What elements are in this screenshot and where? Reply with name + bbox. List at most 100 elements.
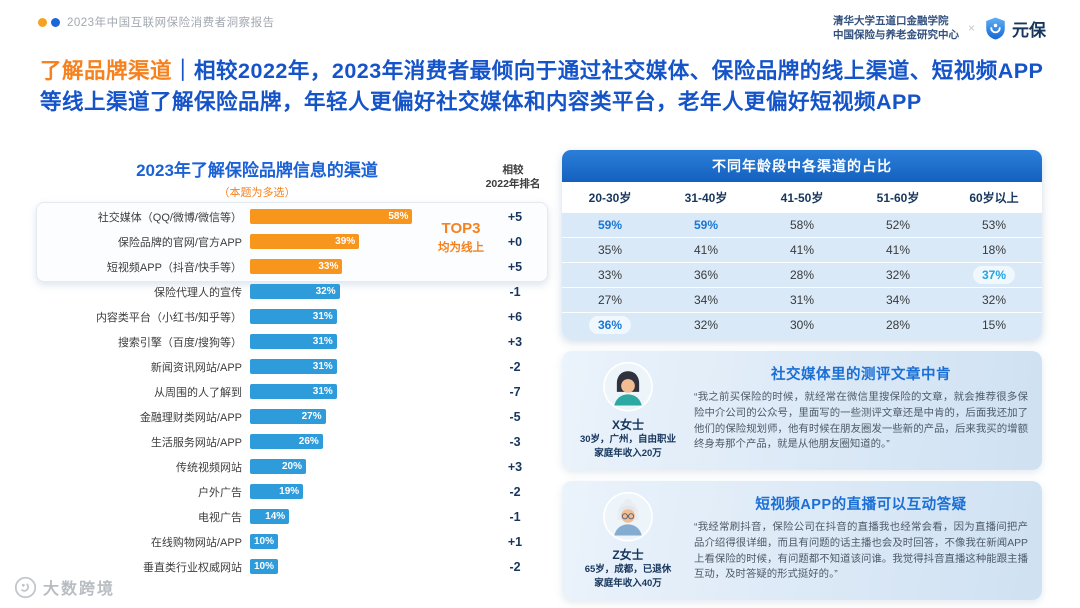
table-cell-value: 41% [789,243,815,257]
rank-change-label: -3 [509,434,521,449]
bar-track: 14% [250,509,482,524]
affiliation-line2: 中国保险与养老金研究中心 [832,29,959,42]
table-cell-value: 15% [981,318,1007,332]
rank-change-label: -1 [509,509,521,524]
table-cell: 59% [562,218,658,232]
bar-track: 20% [250,459,482,474]
table-cell: 30% [754,318,850,332]
bar-category-label: 户外广告 [198,486,242,499]
bar: 31% [250,334,337,349]
young-woman-avatar [603,361,653,412]
testimonial-card-short-video: Z女士 65岁，成都，已退休 家庭年收入40万 短视频APP的直播可以互动答疑 … [562,481,1042,600]
table-column-header: 20-30岁 [588,190,632,205]
table-cell-value: 30% [789,318,815,332]
bar-category-label: 金融理财类网站/APP [139,411,242,424]
bar: 14% [250,509,290,524]
bar-track: 58% [250,209,482,224]
bar: 19% [250,484,304,499]
bar-category-label: 社交媒体（QQ/微博/微信等） [97,211,242,224]
channel-bar-chart: 2023年了解保险品牌信息的渠道 （本题为多选） 相较 2022年排名 TOP3… [36,156,548,579]
bar-value-label: 32% [315,286,336,297]
bar: 20% [250,459,306,474]
bar: 33% [250,259,343,274]
bar-row: 传统视频网站 20% +3 [36,454,548,479]
bar-row: 保险品牌的官网/官方APP 39% +0 [36,229,548,254]
person-detail-line1: 30岁，广州，自由职业 [579,434,677,446]
person-name: X女士 [611,418,644,433]
testimonial-quote: “我经常刷抖音，保险公司在抖音的直播我也经常会看，因为直播间把产品介绍得很详细，… [694,522,1028,581]
testimonial-content-2: 短视频APP的直播可以互动答疑 “我经常刷抖音，保险公司在抖音的直播我也经常会看… [684,491,1028,590]
bar-track: 31% [250,334,482,349]
person-detail-line2: 家庭年收入40万 [594,577,662,589]
table-cell: 35% [562,243,658,257]
bar-value-label: 27% [301,411,322,422]
table-cell: 28% [754,268,850,282]
bar: 31% [250,309,337,324]
bar-category-label: 在线购物网站/APP [150,536,242,549]
header: 2023年中国互联网保险消费者洞察报告 清华大学五道口金融学院 中国保险与养老金… [38,14,1046,42]
table-row: 36% 32% 30% 28% 15% [562,312,1042,337]
bar-category-label: 保险品牌的官网/官方APP [117,236,242,249]
bar: 10% [250,534,278,549]
table-cell: 33% [562,268,658,282]
chart-subtitle: （本题为多选） [218,187,296,199]
table-cell-value: 31% [789,293,815,307]
bar-value-label: 19% [279,486,300,497]
rank-change-label: +6 [507,309,523,324]
table-cell-value: 59% [597,218,623,232]
rank-change-label: +5 [507,259,523,274]
bar-category-label: 传统视频网站 [176,461,242,474]
rank-change-label: +3 [507,459,523,474]
bar: 27% [250,409,326,424]
table-cell-value: 41% [693,243,719,257]
bar: 39% [250,234,360,249]
rank-change-label: -2 [509,359,521,374]
person-detail-line1: 65岁，成都，已退休 [584,564,672,576]
bar-category-label: 电视广告 [198,511,242,524]
bar-row: 搜索引擎（百度/搜狗等） 31% +3 [36,329,548,354]
bar: 10% [250,559,278,574]
bar-category-label: 保险代理人的宣传 [154,286,242,299]
bar-track: 39% [250,234,482,249]
rank-change-label: +3 [507,334,523,349]
bar-track: 31% [250,384,482,399]
table-cell-value: 32% [885,268,911,282]
bar-track: 31% [250,309,482,324]
header-left: 2023年中国互联网保险消费者洞察报告 [38,14,275,30]
blue-dot-icon [51,17,60,27]
table-cell: 32% [946,293,1042,307]
table-cell: 41% [754,243,850,257]
table-cell: 36% [658,268,754,282]
table-cell-value: 52% [885,218,911,232]
watermark-logo-icon [14,576,37,598]
table-row: 33% 36% 28% 32% 37% [562,262,1042,287]
rank-change-label: -7 [509,384,521,399]
rank-change-label: -5 [509,409,521,424]
top3-annotation-line1: TOP3 [441,220,481,237]
table-cell: 59% [658,218,754,232]
table-cell-value: 32% [981,293,1007,307]
rank-header-line2: 2022年排名 [485,177,541,190]
bar-value-label: 26% [298,436,319,447]
bar-track: 10% [250,534,482,549]
bar-row: 内容类平台（小红书/知乎等） 31% +6 [36,304,548,329]
cross-separator: × [967,21,975,36]
bar-rows: TOP3 均为线上 社交媒体（QQ/微博/微信等） 58% +5 保险品牌的官网/官方… [36,202,548,579]
bar-value-label: 58% [388,211,409,222]
bar-category-label: 生活服务网站/APP [150,436,242,449]
person-detail: 65岁，成都，已退休 家庭年收入40万 [585,563,672,590]
table-cell: 41% [850,243,946,257]
table-row: 35% 41% 41% 41% 18% [562,237,1042,262]
bar-category-label: 内容类平台（小红书/知乎等） [95,311,242,324]
bar-row: 电视广告 14% -1 [36,504,548,529]
watermark-text: 大数跨境 [43,581,116,598]
bar-category-label: 短视频APP（抖音/快手等） [106,261,242,274]
bar-value-label: 31% [312,361,333,372]
testimonial-title: 短视频APP的直播可以互动答疑 [755,497,967,513]
bar-row: 从周围的人了解到 31% -7 [36,379,548,404]
bar-value-label: 10% [253,561,274,572]
testimonial-title: 社交媒体里的测评文章中肯 [771,367,951,383]
bar-track: 10% [250,559,482,574]
table-cell: 18% [946,243,1042,257]
